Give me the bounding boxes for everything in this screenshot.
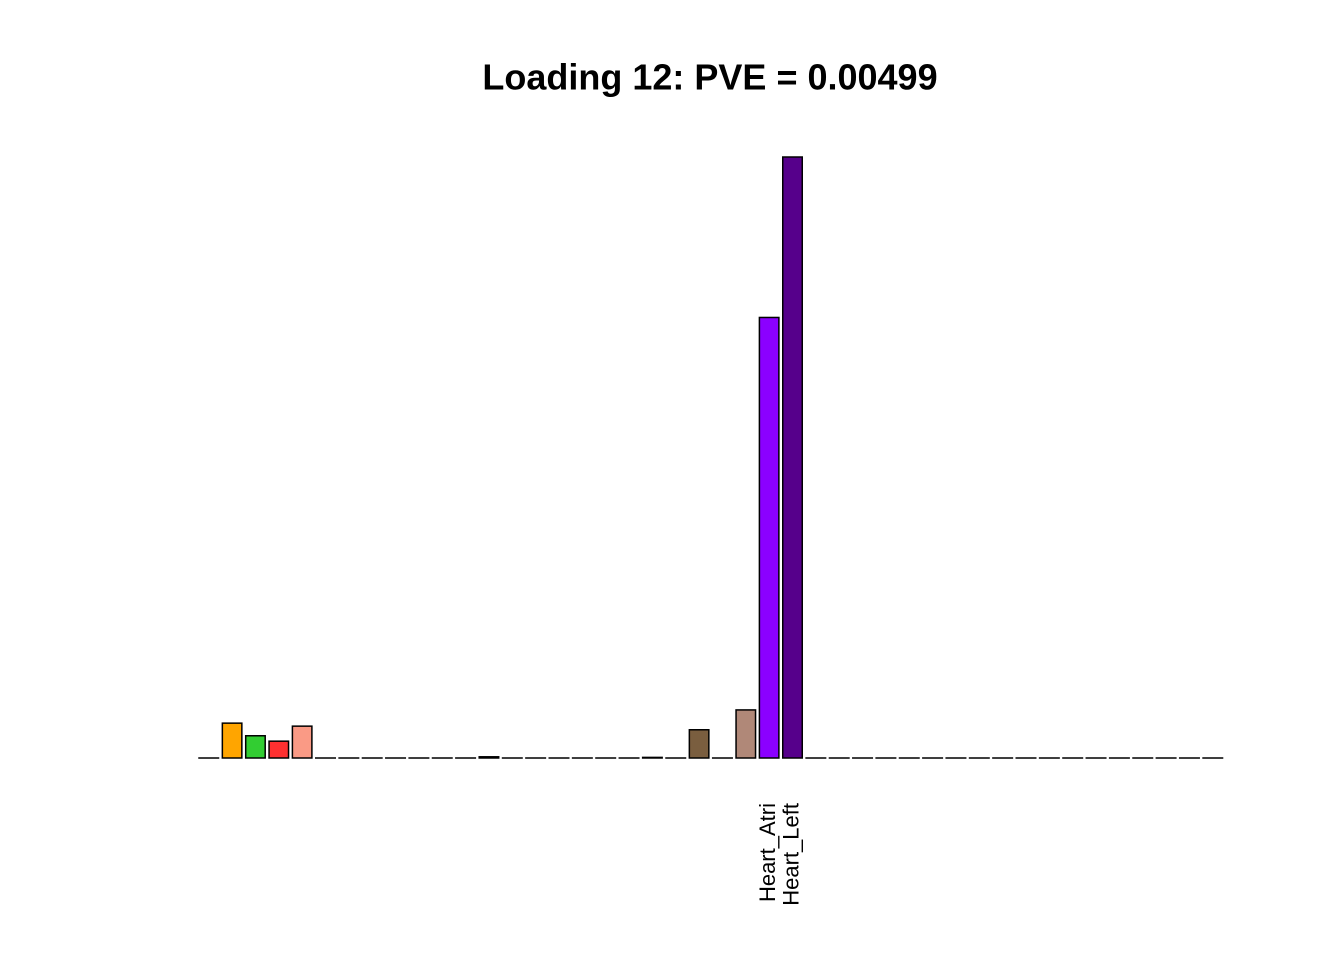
bar [244,735,266,759]
bar [735,709,757,759]
x-tick-label: Heart_Left [778,803,803,906]
chart-title: Loading 12: PVE = 0.00499 [482,57,937,98]
bar [782,156,803,759]
bar [291,725,313,759]
bar [478,756,500,759]
x-tick-label: Heart_Atri [755,803,780,902]
bar [641,756,663,759]
bar [221,722,243,759]
bar [758,316,780,759]
bar [268,740,290,759]
bar [688,729,710,759]
